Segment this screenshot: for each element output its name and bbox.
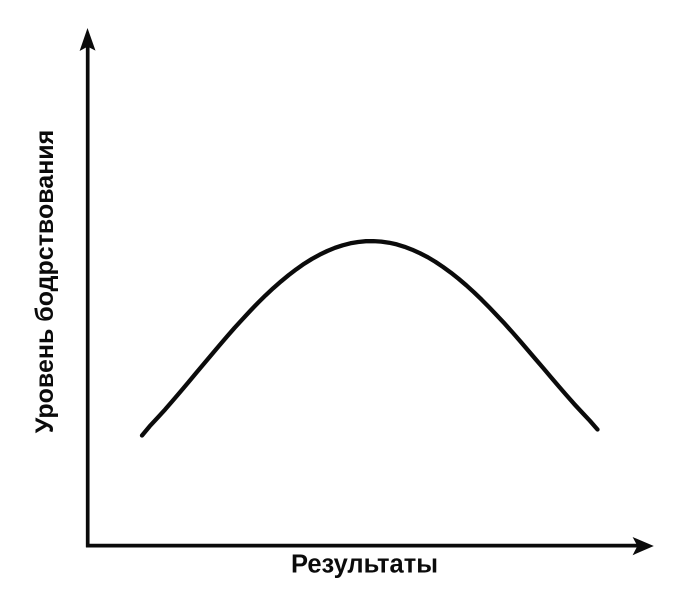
svg-text:Результаты: Результаты	[291, 551, 438, 579]
svg-text:Уровень бодрствования: Уровень бодрствования	[31, 130, 59, 433]
